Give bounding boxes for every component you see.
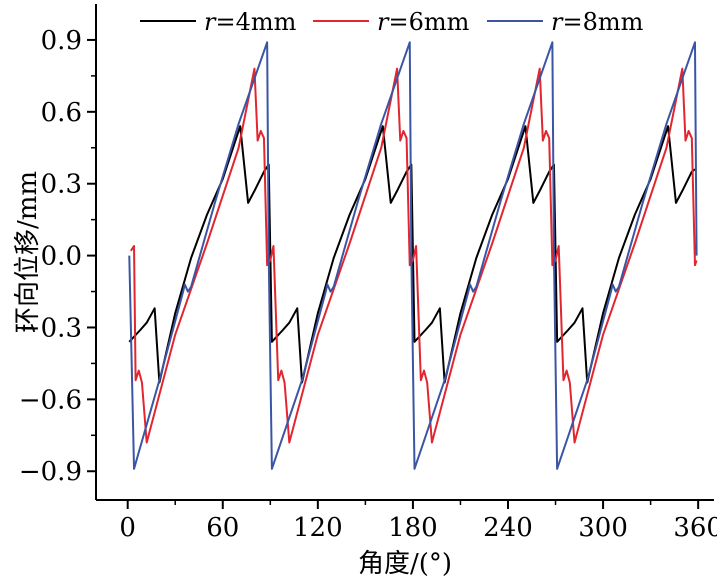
series-layer (128, 41, 698, 470)
y-tick-label: −0.3 (19, 313, 82, 343)
y-tick-label: 0.6 (41, 98, 82, 128)
x-tick-label: 240 (483, 513, 533, 543)
x-ticks: 0 60 120 180 240 300 360 (119, 500, 717, 543)
legend: r=4mm r=6mm r=8mm (140, 8, 644, 36)
x-tick-label: 60 (206, 513, 239, 543)
legend-value: =6mm (388, 8, 469, 36)
x-tick-label: 300 (578, 513, 628, 543)
x-tick-label: 180 (388, 513, 438, 543)
legend-variable: r (551, 8, 564, 36)
legend-variable: r (204, 8, 217, 36)
axes-layer (95, 4, 714, 501)
series-line-3 (128, 41, 698, 470)
legend-label: r=6mm (377, 8, 470, 36)
legend-value: =4mm (215, 8, 296, 36)
y-axis-title: 环向位移/mm (13, 171, 43, 333)
y-tick-label: 0.9 (41, 26, 82, 56)
y-ticks: −0.9 −0.6 −0.3 0.0 0.3 0.6 0.9 (19, 26, 96, 487)
x-tick-label: 360 (673, 513, 717, 543)
legend-value: =8mm (562, 8, 643, 36)
legend-label: r=4mm (204, 8, 297, 36)
legend-label: r=8mm (551, 8, 644, 36)
legend-variable: r (377, 8, 390, 36)
series-line-1 (128, 125, 696, 384)
y-tick-label: −0.9 (19, 457, 82, 487)
y-tick-label: −0.6 (19, 385, 82, 415)
x-tick-label: 120 (293, 513, 343, 543)
x-axis-title: 角度/(°) (358, 549, 452, 579)
x-tick-label: 0 (119, 513, 136, 543)
y-tick-label: 0.3 (41, 170, 82, 200)
y-tick-label: 0.0 (41, 242, 82, 272)
